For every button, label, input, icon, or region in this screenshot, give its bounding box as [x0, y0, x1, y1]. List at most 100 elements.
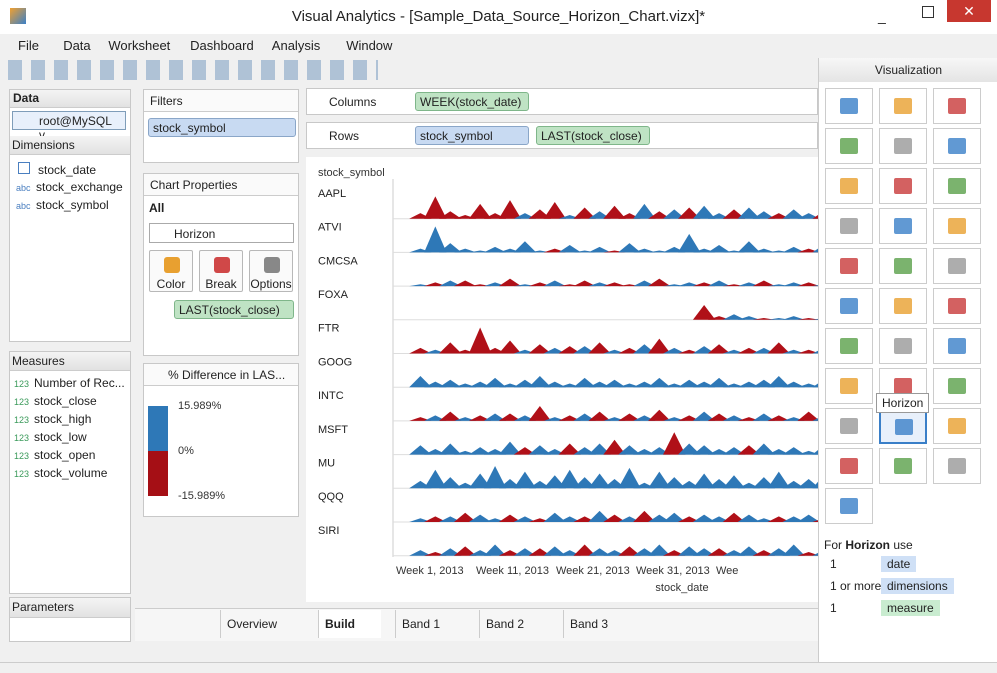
measure-item[interactable]: 123 stock_high — [14, 412, 91, 426]
data-source[interactable]: root@MySQL v... — [12, 111, 126, 142]
chart-type-button[interactable] — [933, 248, 981, 284]
chart-type-button[interactable] — [879, 128, 927, 164]
chart-type-button[interactable] — [825, 448, 873, 484]
chart-type-button[interactable] — [825, 88, 873, 124]
data-panel: Data root@MySQL v... Dimensions stock_da… — [9, 89, 131, 342]
measure-pill[interactable]: LAST(stock_close) — [174, 300, 294, 319]
close[interactable]: ✕ — [947, 0, 991, 22]
chart-type-button[interactable] — [825, 408, 873, 444]
chart-type-button[interactable] — [933, 168, 981, 204]
property-button[interactable]: Options — [249, 250, 293, 292]
measure-item[interactable]: 123 stock_volume — [14, 466, 107, 480]
app-icon — [10, 8, 26, 24]
dimension-item[interactable]: abc stock_symbol — [16, 198, 109, 212]
maximize[interactable] — [922, 6, 934, 18]
field-name: stock_high — [34, 412, 92, 426]
chart-type-icon — [948, 98, 966, 114]
dimension-item[interactable]: stock_date — [16, 162, 96, 177]
measure-item[interactable]: 123 stock_low — [14, 430, 87, 444]
chart-type-icon — [894, 178, 912, 194]
chart-type-button[interactable] — [933, 328, 981, 364]
horizon-area — [468, 203, 492, 219]
chart-type-button[interactable] — [933, 288, 981, 324]
horizon-area — [483, 466, 507, 489]
tab[interactable]: Band 3 — [563, 610, 634, 638]
horizon-area — [797, 411, 818, 421]
chart-type-icon — [840, 218, 858, 234]
menu-item[interactable]: Data — [63, 38, 91, 53]
legend-negative — [148, 451, 168, 496]
chart-type-button[interactable] — [933, 408, 981, 444]
tab[interactable]: Build — [318, 610, 381, 638]
horizon-area — [633, 449, 656, 455]
chart-type-icon — [840, 458, 858, 474]
horizon-area — [573, 477, 596, 489]
horizon-area — [737, 445, 761, 455]
tab[interactable]: Band 2 — [479, 610, 550, 638]
chart-type-button[interactable] — [825, 168, 873, 204]
horizon-area — [603, 439, 626, 455]
menu-item[interactable]: Dashboard — [190, 38, 254, 53]
chart-type-button[interactable] — [825, 488, 873, 524]
chart-type-button[interactable] — [825, 368, 873, 404]
chart-type-button[interactable] — [879, 288, 927, 324]
measure-item[interactable]: 123 stock_close — [14, 394, 97, 408]
panel-header: Dimensions — [10, 136, 130, 155]
chart-type-button[interactable] — [879, 208, 927, 244]
chart-type-button[interactable] — [825, 288, 873, 324]
horizon-area — [513, 241, 537, 253]
chart-type-button[interactable] — [933, 128, 981, 164]
chart-type-button[interactable] — [879, 88, 927, 124]
chart-type-button[interactable] — [825, 208, 873, 244]
title-bar: Visual Analytics - [Sample_Data_Source_H… — [0, 0, 997, 34]
menu-item[interactable]: File — [18, 38, 39, 53]
chart-type-button[interactable] — [879, 408, 927, 444]
minimize[interactable]: _ — [878, 8, 886, 24]
horizon-area — [543, 546, 566, 556]
chart-type-button[interactable] — [933, 368, 981, 404]
horizon-area — [767, 471, 790, 489]
chart-type-button[interactable] — [879, 328, 927, 364]
horizon-area — [737, 241, 761, 253]
field-icon: 123 — [14, 397, 30, 407]
chart-type-button[interactable] — [825, 248, 873, 284]
filter-pill[interactable]: stock_symbol — [148, 118, 296, 137]
row-label: ATVI — [318, 222, 342, 234]
chart-type-button[interactable] — [879, 248, 927, 284]
horizon-area — [573, 377, 596, 388]
chart-type-button[interactable] — [933, 88, 981, 124]
row-label: GOOG — [318, 356, 352, 368]
panel-header: Chart Properties — [144, 174, 298, 196]
chart-type-button[interactable] — [825, 328, 873, 364]
horizon-area — [737, 316, 761, 320]
chart-type-icon — [948, 258, 966, 274]
dimension-item[interactable]: abc stock_exchange — [16, 180, 123, 194]
property-button[interactable]: Color — [149, 250, 193, 292]
chart-type-button[interactable] — [879, 168, 927, 204]
menu-item[interactable]: Window — [346, 38, 393, 53]
chart-type-button[interactable] — [879, 448, 927, 484]
horizon-area — [722, 447, 746, 455]
tab[interactable]: Overview — [220, 610, 303, 638]
horizon-area — [782, 447, 805, 455]
horizon-area — [603, 514, 626, 522]
chart-type-select[interactable]: Horizon — [149, 223, 294, 243]
tab[interactable]: Band 1 — [395, 610, 466, 638]
shelf-pill[interactable]: stock_symbol — [415, 126, 529, 145]
property-button[interactable]: Break — [199, 250, 243, 292]
chart-type-icon — [894, 218, 912, 234]
measure-item[interactable]: 123 Number of Rec... — [14, 376, 125, 390]
chart-type-button[interactable] — [933, 448, 981, 484]
shelf-pill[interactable]: WEEK(stock_date) — [415, 92, 529, 111]
shelf-pill[interactable]: LAST(stock_close) — [536, 126, 650, 145]
horizon-area — [528, 406, 552, 421]
chart-type-button[interactable] — [825, 128, 873, 164]
chart-type-button[interactable] — [933, 208, 981, 244]
measure-item[interactable]: 123 stock_open — [14, 448, 95, 462]
horizon-area — [454, 383, 477, 388]
menu-item[interactable]: Worksheet — [108, 38, 171, 53]
horizon-area — [648, 278, 671, 287]
shelf-label: Rows — [329, 129, 360, 143]
menu-item[interactable]: Analysis — [271, 38, 321, 53]
field-icon: abc — [16, 201, 31, 211]
